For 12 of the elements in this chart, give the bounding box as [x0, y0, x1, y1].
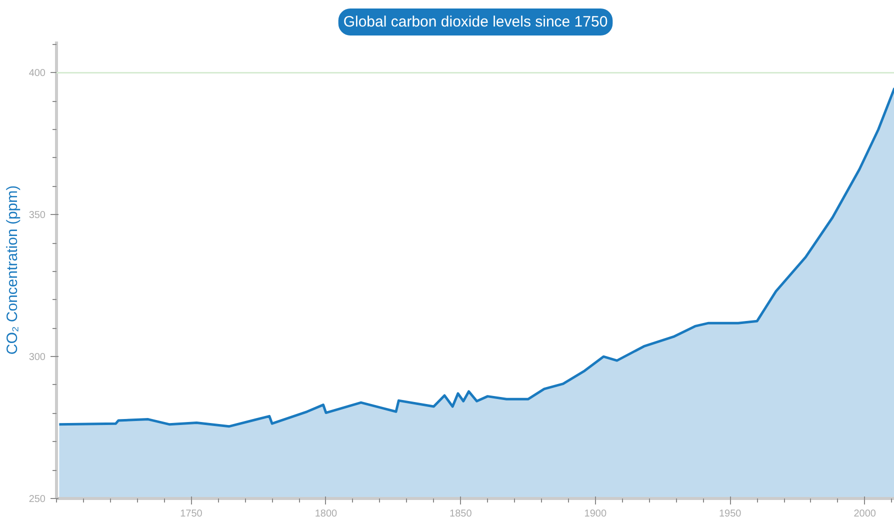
x-tick-label: 1950: [719, 508, 742, 519]
y-axis-title: CO₂ Concentration (ppm): [4, 185, 21, 355]
x-tick-label: 2000: [854, 508, 876, 519]
y-tick-label: 300: [28, 352, 46, 364]
x-tick-label: 1750: [180, 508, 203, 519]
x-tick-label: 1850: [450, 508, 472, 519]
x-tick-label: 1800: [314, 508, 338, 519]
y-tick-label: 400: [28, 68, 46, 80]
y-tick-label: 250: [28, 494, 46, 505]
y-tick-label: 350: [28, 210, 46, 222]
x-tick-label: 1900: [584, 508, 607, 519]
chart-title: Global carbon dioxide levels since 1750: [343, 14, 608, 30]
